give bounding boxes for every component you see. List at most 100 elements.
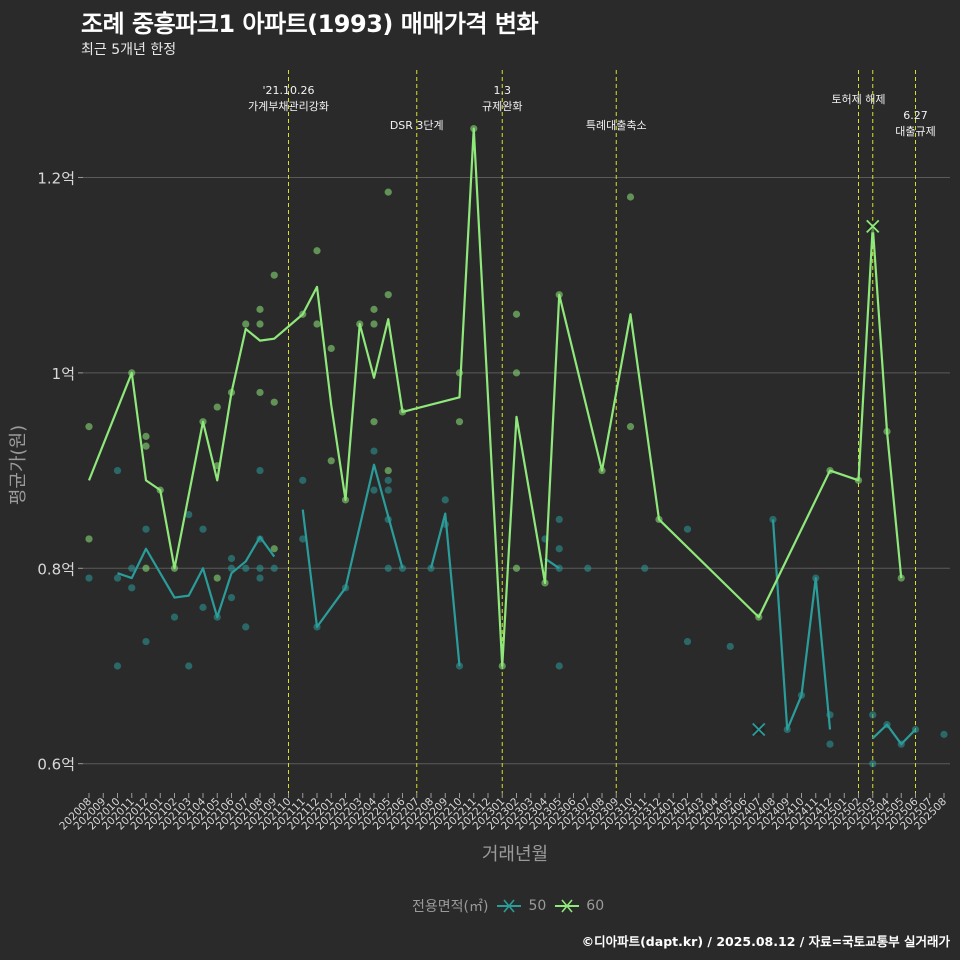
data-point-60 <box>512 564 521 572</box>
event-label: '21.10.26 <box>262 84 314 97</box>
data-point-60 <box>256 305 264 313</box>
data-point-60 <box>270 398 278 406</box>
data-point-60 <box>370 320 378 328</box>
series-line-50 <box>544 557 560 570</box>
legend: 전용면적(㎡) 50 60 <box>412 896 604 916</box>
data-point-60 <box>256 388 264 397</box>
event-label: 가계부채관리강화 <box>248 100 329 113</box>
x-axis-ticks: 2020082020092020102020112020122021012021… <box>57 793 949 832</box>
event-label: 규제완화 <box>482 100 522 113</box>
data-point-60 <box>256 320 264 328</box>
legend-title: 전용면적(㎡) <box>412 899 489 915</box>
chart-subtitle: 최근 5개년 한정 <box>81 42 177 58</box>
chart-title: 조례 중흥파크1 아파트(1993) 매매가격 변화 <box>81 10 539 38</box>
data-point-50 <box>299 476 307 484</box>
cross-marker-x <box>752 722 766 737</box>
y-tick-label: 1억 <box>52 365 75 383</box>
data-point-50 <box>555 515 563 524</box>
data-point-60 <box>142 442 150 450</box>
data-point-60 <box>512 310 521 318</box>
legend-label-60: 60 <box>586 898 605 914</box>
y-axis-label: 평균가(원) <box>8 425 29 505</box>
y-axis-ticks: 0.6억 0.8억 1억 1.2억 <box>37 169 83 774</box>
data-point-50 <box>384 476 392 484</box>
x-axis-label: 거래년월 <box>482 844 548 865</box>
data-point-50 <box>185 662 193 670</box>
series-line-50 <box>301 463 404 629</box>
data-point-50 <box>85 574 93 582</box>
data-point-60 <box>370 305 378 313</box>
data-point-60 <box>213 574 221 582</box>
data-point-50 <box>683 525 692 533</box>
data-point-60 <box>270 545 278 553</box>
data-point-50 <box>113 574 122 582</box>
data-point-50 <box>256 574 264 582</box>
series-line-50 <box>771 519 832 731</box>
data-point-60 <box>313 320 321 328</box>
data-point-50 <box>256 466 264 475</box>
data-point-50 <box>270 564 278 572</box>
cross-marker-50 <box>752 722 766 737</box>
data-point-50 <box>370 486 378 494</box>
data-point-50 <box>227 554 236 563</box>
data-point-50 <box>726 642 734 651</box>
data-point-60 <box>270 271 278 279</box>
data-point-50 <box>199 603 207 611</box>
data-point-50 <box>940 730 948 738</box>
data-point-60 <box>85 535 93 543</box>
legend-swatch-60 <box>555 899 580 913</box>
data-point-60 <box>142 432 150 440</box>
event-label: 토허제 해제 <box>831 92 885 106</box>
scatter-points <box>85 125 948 768</box>
cross-markers <box>752 219 880 737</box>
data-point-50 <box>555 545 563 553</box>
event-label: DSR 3단계 <box>390 119 444 132</box>
data-point-60 <box>384 466 392 475</box>
event-label: 6.27 <box>903 109 928 122</box>
y-tick-label: 1.2억 <box>37 169 75 187</box>
event-label: 대출규제 <box>895 125 935 138</box>
data-point-50 <box>384 486 392 494</box>
data-point-60 <box>213 403 221 411</box>
data-point-60 <box>626 423 635 431</box>
series-line-50 <box>871 723 917 746</box>
series-line-60 <box>87 127 903 668</box>
legend-item-50: 50 <box>496 898 546 914</box>
data-point-50 <box>441 496 449 504</box>
data-point-60 <box>142 564 150 572</box>
data-point-50 <box>242 623 250 631</box>
data-point-50 <box>227 593 236 602</box>
data-point-50 <box>869 760 877 768</box>
legend-label-50: 50 <box>528 898 547 914</box>
data-point-60 <box>626 193 635 201</box>
data-point-50 <box>227 564 236 572</box>
data-point-50 <box>170 613 179 621</box>
data-point-60 <box>327 457 335 465</box>
data-point-60 <box>327 344 335 353</box>
data-point-50 <box>185 510 193 519</box>
source-caption: ©디아파트(dapt.kr) / 2025.08.12 / 자료=국토교통부 실… <box>581 934 950 949</box>
data-point-50 <box>128 584 136 592</box>
legend-item-60: 60 <box>554 898 604 914</box>
series-line-50 <box>117 535 276 619</box>
cross-marker-x <box>866 219 880 233</box>
data-point-50 <box>370 447 378 455</box>
data-point-60 <box>384 291 392 299</box>
event-label: 특례대출축소 <box>586 119 647 132</box>
series-lines <box>87 127 917 746</box>
data-point-50 <box>142 525 150 533</box>
data-point-50 <box>455 662 464 670</box>
data-point-50 <box>584 564 592 572</box>
data-point-50 <box>113 466 122 475</box>
y-tick-label: 0.8억 <box>37 560 75 578</box>
data-point-50 <box>142 637 150 646</box>
data-point-60 <box>85 423 93 431</box>
data-point-50 <box>641 564 649 572</box>
cross-marker-60 <box>866 219 880 233</box>
data-point-60 <box>384 188 392 196</box>
data-point-60 <box>455 418 464 426</box>
data-point-60 <box>370 418 378 426</box>
series-line-50 <box>429 512 461 667</box>
